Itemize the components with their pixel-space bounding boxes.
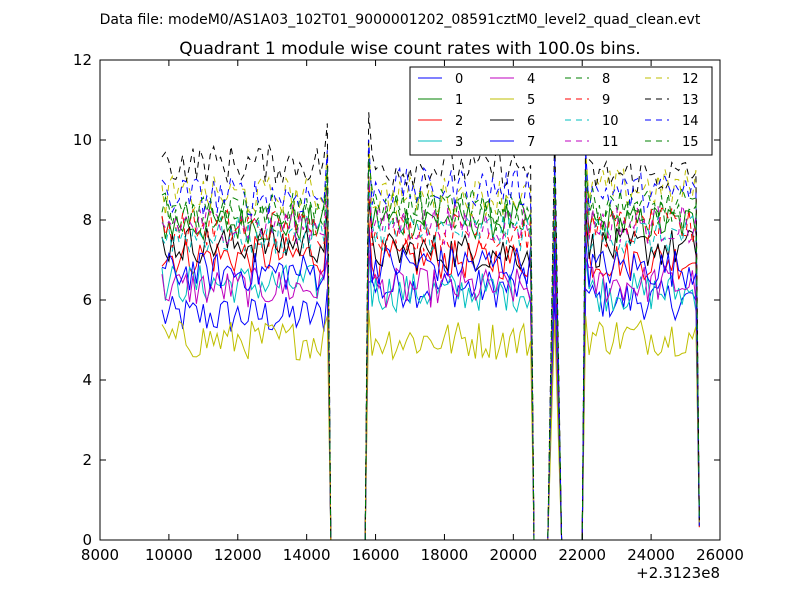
plot-area: 8000 10000 12000 14000 16000 18000 20000 22000 2… bbox=[73, 51, 744, 564]
series-line-7 bbox=[161, 227, 700, 540]
series-line-1 bbox=[161, 176, 700, 540]
figure-suptitle: Data file: modeM0/AS1A03_102T01_90000012… bbox=[100, 12, 701, 28]
series-line-4 bbox=[161, 250, 700, 540]
legend-label-1: 1 bbox=[455, 93, 463, 108]
legend-label-5: 5 bbox=[527, 93, 535, 108]
legend-label-13: 13 bbox=[682, 93, 699, 108]
series-line-13 bbox=[161, 112, 700, 540]
series-line-0 bbox=[161, 266, 700, 540]
series-line-5 bbox=[161, 309, 700, 540]
series-layer bbox=[161, 112, 700, 540]
x-tick-label: 10000 bbox=[145, 546, 193, 564]
y-tick-label: 0 bbox=[82, 531, 92, 549]
series-line-9 bbox=[161, 181, 700, 540]
x-offset-label: +2.3123e8 bbox=[636, 564, 720, 582]
x-tick-label: 14000 bbox=[283, 546, 331, 564]
y-tick-label: 4 bbox=[82, 371, 92, 389]
series-line-10 bbox=[161, 185, 700, 540]
ticks-layer: 8000 10000 12000 14000 16000 18000 20000 22000 2… bbox=[73, 51, 744, 564]
x-tick-label: 16000 bbox=[352, 546, 400, 564]
legend-label-0: 0 bbox=[455, 72, 463, 87]
chart-title: Quadrant 1 module wise count rates with … bbox=[179, 39, 640, 59]
x-tick-label: 8000 bbox=[81, 546, 119, 564]
legend-label-15: 15 bbox=[682, 135, 699, 150]
x-tick-label: 26000 bbox=[696, 546, 744, 564]
series-line-8 bbox=[161, 162, 700, 540]
series-line-3 bbox=[161, 250, 700, 540]
legend-label-4: 4 bbox=[527, 72, 535, 87]
x-tick-label: 24000 bbox=[627, 546, 675, 564]
series-line-6 bbox=[161, 199, 700, 540]
y-tick-label: 12 bbox=[73, 51, 92, 69]
legend-label-3: 3 bbox=[455, 135, 463, 150]
series-line-15 bbox=[161, 158, 700, 540]
y-tick-label: 6 bbox=[82, 291, 92, 309]
legend-label-2: 2 bbox=[455, 114, 463, 129]
legend-label-8: 8 bbox=[602, 72, 610, 87]
legend-label-11: 11 bbox=[602, 135, 619, 150]
legend-label-14: 14 bbox=[682, 114, 699, 129]
series-line-12 bbox=[161, 139, 700, 540]
x-tick-label: 20000 bbox=[489, 546, 537, 564]
legend-label-7: 7 bbox=[527, 135, 535, 150]
legend-label-6: 6 bbox=[527, 114, 535, 129]
y-tick-label: 10 bbox=[73, 131, 92, 149]
x-tick-label: 12000 bbox=[214, 546, 262, 564]
legend-label-9: 9 bbox=[602, 93, 610, 108]
y-tick-label: 8 bbox=[82, 211, 92, 229]
legend-label-10: 10 bbox=[602, 114, 619, 129]
x-tick-label: 18000 bbox=[421, 546, 469, 564]
x-tick-label: 22000 bbox=[558, 546, 606, 564]
legend-label-12: 12 bbox=[682, 72, 699, 87]
y-tick-label: 2 bbox=[82, 451, 92, 469]
legend-frame bbox=[409, 66, 713, 156]
